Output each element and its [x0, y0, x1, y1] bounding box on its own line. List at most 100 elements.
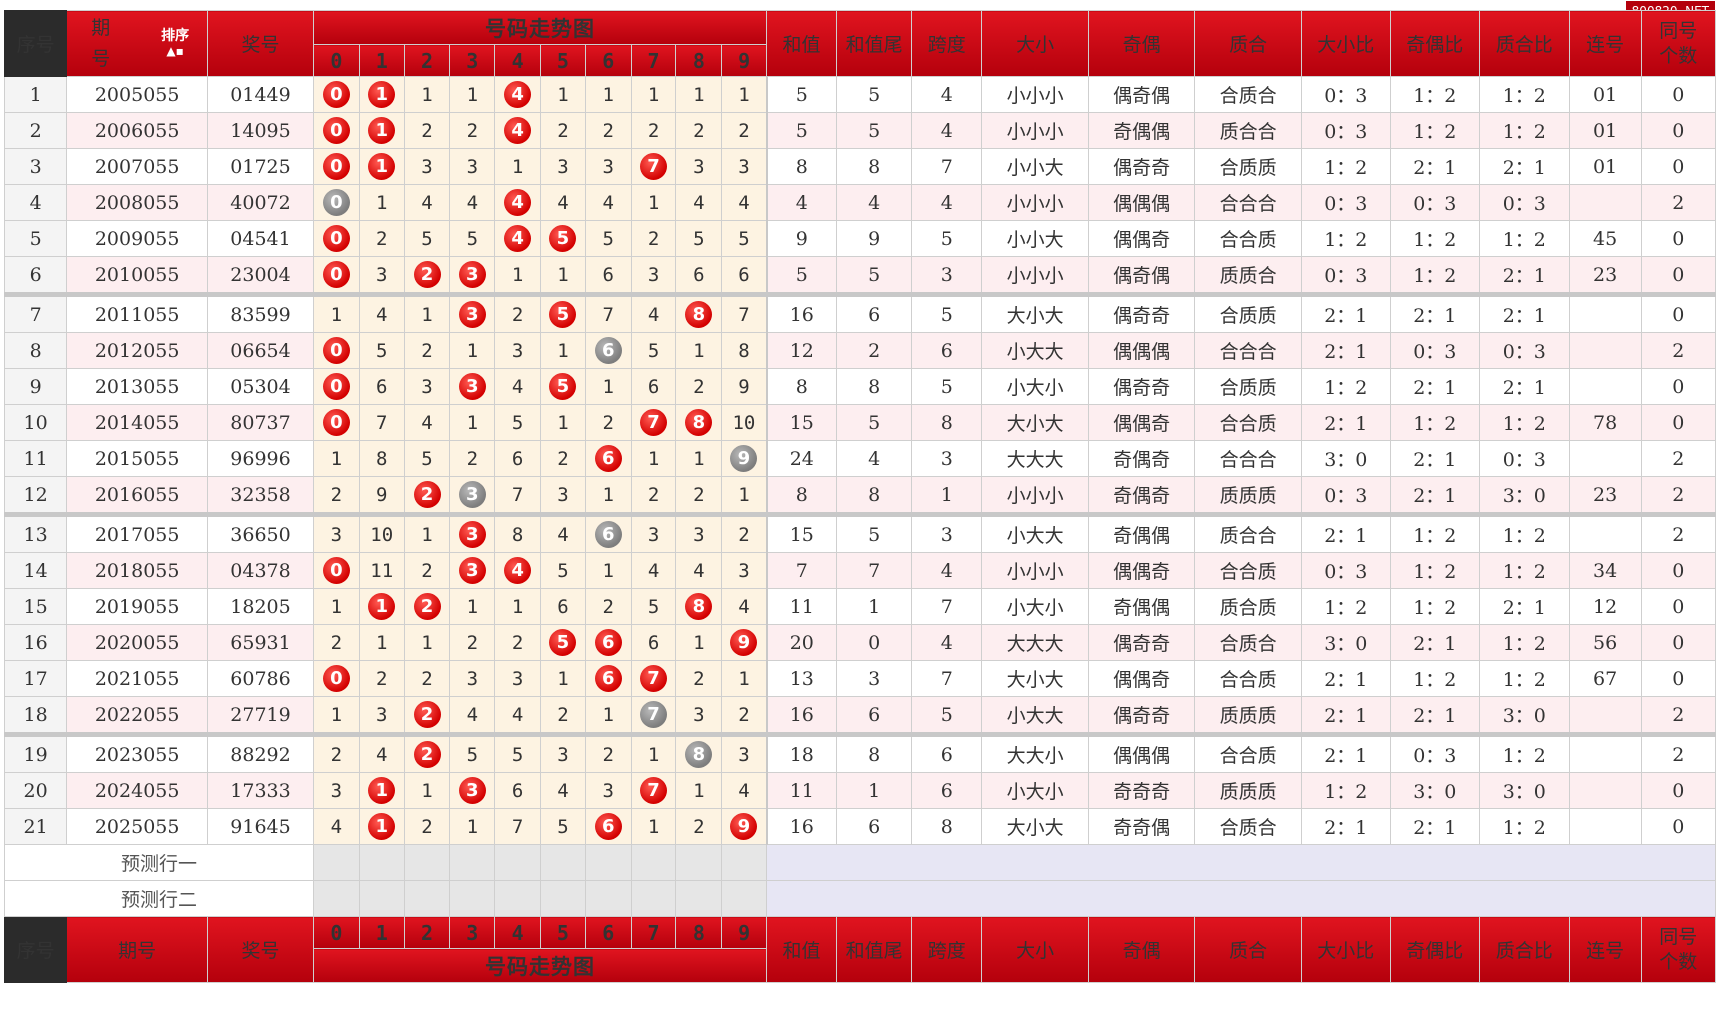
- row-oe-ratio: 2：1: [1389, 476, 1481, 515]
- table-row[interactable]: 20 2024055 17333 3 1 1 3 6 4 3 7 1 4 11 1 6 小大小 奇奇奇 质质质 1：2…: [3, 772, 1717, 809]
- trend-cell: 3: [358, 256, 405, 295]
- footer-sum: 和值: [766, 916, 837, 983]
- sort-button[interactable]: 排序 ▲▪: [161, 25, 189, 57]
- predict-digit-cell[interactable]: [721, 880, 768, 917]
- miss-count: 11: [370, 559, 394, 582]
- predict-digit-cell[interactable]: [494, 844, 542, 881]
- table-row[interactable]: 6 2010055 23004 0 3 2 3 1 1 6 3 6 6 5 5 3 小小小 偶奇偶 质质合 0：3 1：…: [3, 256, 1717, 295]
- predict-digit-cell[interactable]: [449, 880, 496, 917]
- table-row[interactable]: 3 2007055 01725 0 1 3 3 1 3 3 7 3 3 8 8 7 小小大 偶奇奇 合质质 1：2 2：…: [3, 148, 1717, 185]
- predict-digit-cell[interactable]: [630, 880, 677, 917]
- row-seq: 15: [3, 588, 68, 625]
- miss-count: 1: [421, 303, 433, 326]
- table-row[interactable]: 8 2012055 06654 0 5 2 1 3 1 6 5 1 8 12 2 6 小大大 偶偶偶 合合合 2：1 0…: [3, 332, 1717, 369]
- header-bs-ratio: 大小比: [1301, 10, 1391, 77]
- table-row[interactable]: 17 2021055 60786 0 2 2 3 3 1 6 7 2 1 13 3 7 大小大 偶偶奇 合合质 2：1…: [3, 660, 1717, 697]
- miss-count: 2: [693, 483, 705, 506]
- table-row[interactable]: 9 2013055 05304 0 6 3 3 4 5 1 6 2 9 8 8 5 小大小 偶奇奇 合质质 1：2 2：…: [3, 368, 1717, 405]
- predict-digit-cell[interactable]: [675, 880, 723, 917]
- trend-cell: 9: [721, 440, 768, 477]
- trend-cell: 7: [494, 476, 542, 515]
- table-row[interactable]: 2 2006055 14095 0 1 2 2 4 2 2 2 2 2 5 5 4 小小小 奇偶偶 质合合 0：3 1：…: [3, 112, 1717, 149]
- table-row[interactable]: 14 2018055 04378 0 11 2 3 4 5 1 4 4 3 7 7 4 小小小 偶偶奇 合合质 0：3…: [3, 552, 1717, 589]
- table-row[interactable]: 5 2009055 04541 0 2 5 5 4 5 5 2 5 5 9 9 5 小小大 偶偶奇 合合质 1：2 1：…: [3, 220, 1717, 257]
- trend-cell: 1: [449, 808, 496, 845]
- miss-count: 2: [466, 119, 479, 142]
- predict-digit-cell[interactable]: [358, 844, 405, 881]
- trend-cell: 2: [675, 660, 723, 697]
- predict-row-2[interactable]: 预测行二: [4, 880, 1716, 917]
- table-row[interactable]: 15 2019055 18205 1 1 2 1 1 6 2 5 8 4 11 1 7 小大小 奇偶偶 质合质 1：2…: [3, 588, 1717, 625]
- trend-cell: 1: [403, 512, 451, 553]
- predict-digit-cell[interactable]: [358, 880, 405, 917]
- footer-digit-0: 0: [312, 916, 360, 949]
- row-pc-ratio: 2：1: [1479, 256, 1570, 295]
- trend-cell: 0: [312, 148, 360, 185]
- predict-digit-cell[interactable]: [449, 844, 496, 881]
- row-sum-tail: 9: [835, 220, 913, 257]
- trend-cell: 2: [675, 368, 723, 405]
- trend-cell: 2: [403, 808, 451, 845]
- trend-cell: 0: [312, 256, 360, 295]
- table-row[interactable]: 1 2005055 01449 0 1 1 1 4 1 1 1 1 1 5 5 4 小小小 偶奇偶 合质合 0：3 1：…: [3, 76, 1717, 113]
- row-prime-comp: 质合合: [1194, 512, 1303, 553]
- predict-row-1[interactable]: 预测行一: [4, 844, 1716, 881]
- predict-digit-cell[interactable]: [675, 844, 723, 881]
- footer-period: 期号: [66, 916, 209, 983]
- table-row[interactable]: 13 2017055 36650 3 10 1 3 8 4 6 3 3 2 15 5 3 小大大 奇偶偶 质合合 2：…: [3, 512, 1717, 553]
- miss-count: 3: [602, 779, 614, 802]
- predict-digit-cell[interactable]: [403, 880, 451, 917]
- table-row[interactable]: 4 2008055 40072 0 1 4 4 4 4 4 1 4 4 4 4 4 小小小 偶偶偶 合合合 0：3 0：…: [3, 184, 1717, 221]
- predict-digit-cell[interactable]: [540, 844, 586, 881]
- trend-cell: 4: [540, 184, 586, 221]
- predict-digit-cell[interactable]: [403, 844, 451, 881]
- row-prime-comp: 合质合: [1194, 76, 1303, 113]
- row-prime-comp: 合合合: [1194, 184, 1303, 221]
- trend-cell: 2: [312, 476, 360, 515]
- table-row[interactable]: 12 2016055 32358 2 9 2 3 7 3 1 2 2 1 8 8 1 小小小 奇偶奇 质质质 0：3 2…: [3, 476, 1717, 515]
- predict-digit-cell[interactable]: [721, 844, 768, 881]
- trend-cell: 7: [584, 292, 632, 333]
- trend-cell: 6: [584, 256, 632, 295]
- row-same-count: 0: [1640, 112, 1717, 149]
- row-bs-ratio: 1：2: [1301, 220, 1391, 257]
- drawn-digit-ball: 0: [322, 153, 350, 180]
- row-prize: 60786: [207, 660, 314, 697]
- row-prize: 32358: [207, 476, 314, 515]
- predict-digit-cell[interactable]: [312, 880, 360, 917]
- row-consec: 01: [1568, 112, 1642, 149]
- row-seq: 14: [3, 552, 68, 589]
- header-period[interactable]: 期 号 排序 ▲▪: [66, 10, 209, 77]
- miss-count: 2: [693, 667, 705, 690]
- miss-count: 4: [738, 191, 750, 214]
- row-consec: [1568, 808, 1642, 845]
- trend-cell: 2: [721, 112, 768, 149]
- trend-cell: 9: [721, 624, 768, 661]
- drawn-digit-ball: 8: [685, 409, 713, 436]
- predict-digit-cell[interactable]: [312, 844, 360, 881]
- row-bs-ratio: 2：1: [1301, 660, 1391, 697]
- miss-count: 1: [511, 595, 524, 618]
- table-row[interactable]: 11 2015055 96996 1 8 5 2 6 2 6 1 1 9 24 4 3 大大大 奇偶奇 合合合 3：0…: [3, 440, 1717, 477]
- row-big-small: 小小小: [981, 256, 1090, 295]
- row-sum-tail: 5: [835, 256, 913, 295]
- predict-digit-cell[interactable]: [584, 844, 632, 881]
- miss-count: 1: [375, 631, 388, 654]
- table-row[interactable]: 19 2023055 88292 2 4 2 5 5 3 2 1 8 3 18 8 6 大大小 偶偶偶 合合质 2：1…: [3, 732, 1717, 773]
- trend-cell: 3: [540, 732, 586, 773]
- table-row[interactable]: 7 2011055 83599 1 4 1 3 2 5 7 4 8 7 16 6 5 大小大 偶奇奇 合质质 2：1 2…: [3, 292, 1717, 333]
- predict-digit-cell[interactable]: [494, 880, 542, 917]
- table-row[interactable]: 16 2020055 65931 2 1 1 2 2 5 6 6 1 9 20 0 4 大大大 偶奇奇 合质合 3：0…: [3, 624, 1717, 661]
- predict-digit-cell[interactable]: [584, 880, 632, 917]
- predict-digit-cell[interactable]: [630, 844, 677, 881]
- row-bs-ratio: 2：1: [1301, 512, 1391, 553]
- table-row[interactable]: 10 2014055 80737 0 7 4 1 5 1 2 7 8 10 15 5 8 大小大 偶偶奇 合合质 2：…: [3, 404, 1717, 441]
- predict-digit-cell[interactable]: [540, 880, 586, 917]
- row-span: 7: [911, 660, 983, 697]
- miss-count: 1: [647, 191, 660, 214]
- table-row[interactable]: 18 2022055 27719 1 3 2 4 4 2 1 7 3 2 16 6 5 小大大 偶奇奇 质质质 2：1…: [3, 696, 1717, 735]
- row-consec: 78: [1568, 404, 1642, 441]
- trend-cell: 1: [449, 404, 496, 441]
- row-span: 4: [911, 624, 983, 661]
- table-row[interactable]: 21 2025055 91645 4 1 2 1 7 5 6 1 2 9 16 6 8 大小大 奇奇偶 合质合 2：1…: [3, 808, 1717, 845]
